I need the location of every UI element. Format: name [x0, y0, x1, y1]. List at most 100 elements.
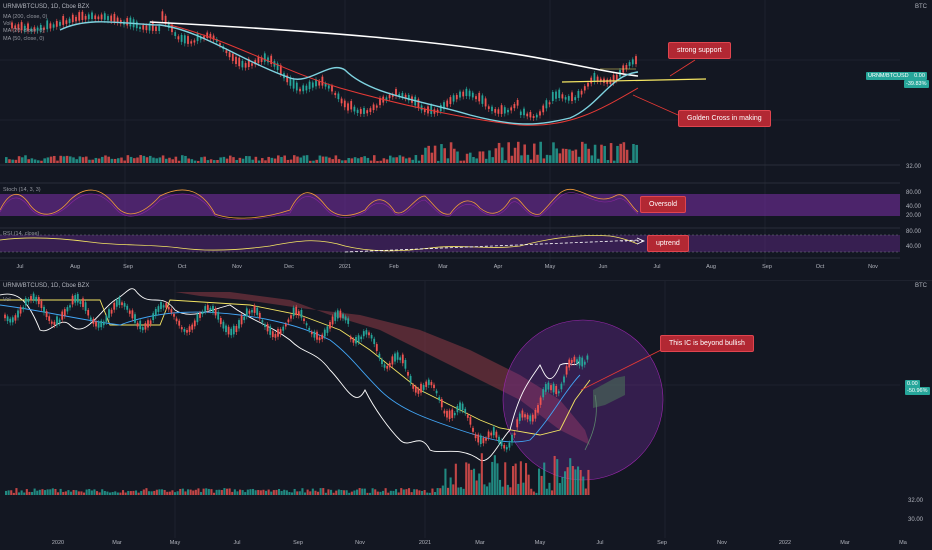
x-axis-label: Sep: [293, 540, 303, 546]
candle-body: [151, 22, 154, 31]
volume-bar: [15, 488, 18, 495]
candle-body: [347, 318, 350, 324]
candle-body: [388, 94, 391, 99]
candle-body: [144, 323, 147, 330]
top-chart-canvas[interactable]: [0, 0, 932, 280]
volume-bar: [110, 158, 114, 163]
candle-body: [587, 82, 589, 87]
candle-body: [217, 311, 220, 320]
bottom-chart-canvas[interactable]: [0, 280, 932, 550]
volume-bar: [150, 491, 153, 495]
volume-bar: [233, 489, 236, 495]
volume-bar: [345, 490, 348, 495]
volume-bar: [288, 492, 291, 495]
volume-bar: [504, 160, 507, 163]
candle-body: [349, 336, 352, 340]
volume-bar: [190, 159, 194, 163]
candle-body: [516, 419, 519, 428]
volume-bar: [373, 155, 376, 163]
volume-bar: [330, 489, 333, 495]
candle-body: [550, 385, 552, 391]
candle-body: [427, 379, 430, 385]
volume-bar: [533, 143, 536, 163]
volume-bar: [229, 155, 232, 163]
volume-bar: [517, 483, 520, 495]
volume-bar: [158, 489, 161, 495]
volume-bar: [152, 157, 155, 163]
candle-body: [173, 313, 175, 317]
candle-body: [383, 364, 386, 368]
volume-bar: [413, 489, 416, 495]
volume-bar: [433, 145, 437, 163]
volume-bar: [111, 492, 114, 495]
volume-bar: [93, 489, 96, 495]
candle-body: [435, 390, 438, 394]
candle-body: [612, 75, 615, 83]
top-price-change: -39.83%: [904, 80, 929, 88]
volume-bar: [113, 158, 117, 163]
volume-bar: [401, 156, 405, 163]
candle-body: [82, 298, 84, 307]
candle-body: [183, 35, 186, 44]
candle-body: [310, 331, 313, 335]
bottom-currency-label: BTC: [915, 283, 927, 289]
candle-body: [479, 435, 482, 445]
volume-bar: [222, 156, 226, 163]
candle-body: [401, 92, 404, 97]
candle-body: [180, 327, 183, 330]
volume-bar: [94, 157, 98, 163]
candle-body: [452, 95, 455, 102]
volume-bar: [176, 491, 179, 495]
volume-bar: [417, 160, 421, 163]
volume-bar: [493, 455, 496, 495]
volume-bar: [579, 470, 582, 495]
candle-body: [17, 24, 20, 30]
candle-body: [596, 76, 599, 82]
candle-body: [478, 92, 481, 102]
volume-bar: [530, 488, 533, 495]
volume-bar: [501, 147, 504, 163]
candle-body: [507, 109, 509, 113]
volume-bar: [8, 159, 11, 163]
candle-body: [511, 434, 513, 443]
volume-bar: [249, 489, 252, 495]
volume-bar: [332, 492, 335, 495]
volume-bar: [215, 489, 218, 495]
candle-body: [147, 320, 149, 328]
volume-bar: [226, 488, 229, 495]
volume-bar: [551, 490, 554, 495]
volume-bar: [405, 489, 408, 495]
top-currency-label: BTC: [915, 4, 927, 10]
volume-bar: [62, 491, 65, 495]
top-chart-pane[interactable]: URNM/BTCUSD, 1D, Cboe BZX MA (200, close…: [0, 0, 932, 280]
bottom-chart-pane[interactable]: URNM/BTCUSD, 1D, Cboe BZX Vol BTC 0.00 -…: [0, 280, 932, 550]
top-price-tag: URNM/BTCUSD 0.00: [866, 72, 927, 80]
candle-body: [357, 335, 360, 342]
candle-body: [343, 100, 346, 108]
rsi-band: [0, 235, 900, 252]
volume-bar: [33, 488, 36, 495]
candle-body: [461, 403, 464, 411]
volume-bar: [350, 491, 353, 495]
candle-body: [11, 22, 13, 29]
candle-body: [353, 106, 356, 112]
volume-bar: [155, 158, 158, 163]
candle-body: [121, 302, 123, 306]
candle-body: [91, 12, 93, 20]
candle-body: [183, 328, 186, 332]
top-ma200-legend: MA (200, close, 0): [3, 14, 48, 20]
candle-body: [471, 92, 474, 98]
candle-body: [379, 97, 381, 106]
x-axis-label: May: [544, 264, 556, 270]
candle-body: [135, 21, 138, 29]
candle-body: [142, 25, 145, 30]
candle-body: [316, 331, 318, 340]
bottom-axis-32: 32.00: [908, 498, 924, 504]
volume-bar: [114, 491, 117, 495]
volume-bar: [311, 488, 314, 495]
volume-bar: [129, 491, 132, 495]
candle-body: [305, 85, 308, 91]
volume-bar: [101, 156, 104, 163]
candle-body: [126, 305, 129, 310]
candle-body: [430, 105, 433, 114]
